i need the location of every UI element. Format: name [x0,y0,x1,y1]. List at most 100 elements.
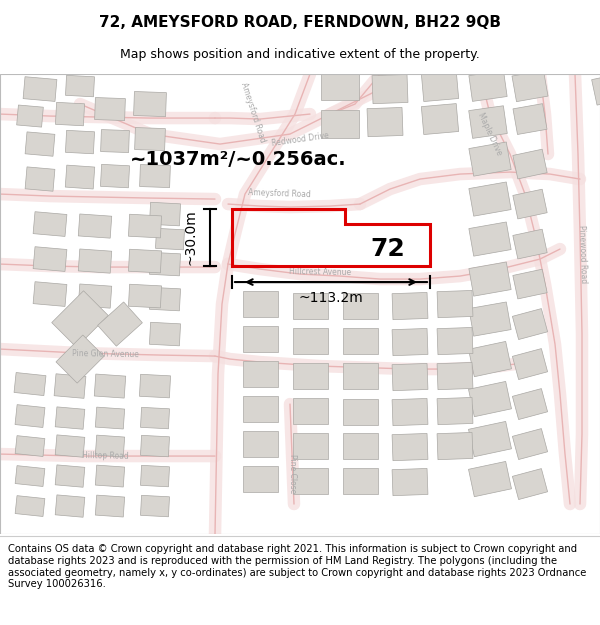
Polygon shape [513,104,547,134]
Polygon shape [140,164,170,188]
Polygon shape [55,102,85,126]
Text: 72: 72 [371,237,406,261]
Polygon shape [149,322,181,346]
Polygon shape [513,189,547,219]
Polygon shape [469,302,511,336]
Polygon shape [15,466,45,486]
Polygon shape [512,469,548,499]
Polygon shape [33,212,67,236]
Polygon shape [343,293,377,319]
Polygon shape [469,142,511,176]
Polygon shape [25,132,55,156]
Polygon shape [23,77,57,101]
Polygon shape [421,71,458,101]
Polygon shape [52,291,108,348]
Polygon shape [139,374,170,398]
Polygon shape [512,389,548,419]
Polygon shape [437,291,473,318]
Polygon shape [343,363,377,389]
Polygon shape [437,362,473,389]
Polygon shape [33,282,67,306]
Polygon shape [55,407,85,429]
Polygon shape [242,291,277,317]
Polygon shape [293,468,328,494]
Polygon shape [95,407,125,429]
Polygon shape [469,222,511,256]
Polygon shape [100,164,130,188]
Polygon shape [65,165,95,189]
Polygon shape [293,363,328,389]
Polygon shape [513,149,547,179]
Polygon shape [155,228,185,250]
Text: Pinewood Road: Pinewood Road [577,225,589,283]
Polygon shape [469,71,507,101]
Text: Ameysford Road: Ameysford Road [239,81,267,143]
Polygon shape [512,429,548,459]
Polygon shape [128,249,161,273]
Polygon shape [392,434,428,461]
Polygon shape [140,408,170,429]
Polygon shape [293,433,328,459]
Polygon shape [513,229,547,259]
Text: ~30.0m: ~30.0m [183,210,197,266]
Polygon shape [372,74,408,104]
Polygon shape [293,398,328,424]
Text: Hillcrest Avenue: Hillcrest Avenue [289,267,351,277]
Polygon shape [56,335,104,383]
Polygon shape [242,431,277,457]
Polygon shape [242,396,277,422]
Text: Hilltop Road: Hilltop Road [82,451,128,461]
Polygon shape [55,495,85,518]
Polygon shape [321,72,359,100]
Text: Redwood Drive: Redwood Drive [271,131,329,148]
Polygon shape [469,421,511,457]
Polygon shape [25,167,55,191]
Polygon shape [95,98,125,121]
Polygon shape [78,284,112,308]
Polygon shape [15,436,45,456]
Polygon shape [392,329,428,356]
Polygon shape [513,269,547,299]
Polygon shape [95,435,125,457]
Polygon shape [469,381,511,417]
Polygon shape [78,214,112,238]
Polygon shape [512,349,548,379]
Polygon shape [392,292,428,319]
Polygon shape [149,202,181,226]
Polygon shape [421,104,458,134]
Polygon shape [469,341,511,377]
Polygon shape [15,496,45,516]
Polygon shape [134,91,166,117]
Text: Map shows position and indicative extent of the property.: Map shows position and indicative extent… [120,48,480,61]
Polygon shape [469,262,511,296]
Polygon shape [343,328,377,354]
Polygon shape [469,461,511,497]
Polygon shape [95,495,125,517]
Polygon shape [33,247,67,271]
Polygon shape [140,436,170,457]
Polygon shape [14,372,46,396]
Polygon shape [242,326,277,352]
Text: ~1037m²/~0.256ac.: ~1037m²/~0.256ac. [130,149,347,169]
Polygon shape [128,284,161,308]
Polygon shape [469,182,511,216]
Polygon shape [134,127,166,151]
Polygon shape [54,374,86,398]
Polygon shape [149,253,181,276]
Polygon shape [149,288,181,311]
Polygon shape [592,73,600,105]
Polygon shape [55,465,85,488]
Polygon shape [78,249,112,273]
Polygon shape [140,466,170,487]
Polygon shape [140,496,170,517]
Polygon shape [101,129,130,152]
Polygon shape [65,131,95,154]
Text: Pine Glen Avenue: Pine Glen Avenue [71,349,139,359]
Text: Ameysford Road: Ameysford Road [248,189,311,199]
Text: ~113.2m: ~113.2m [299,291,364,305]
Polygon shape [392,364,428,391]
Polygon shape [55,435,85,457]
Polygon shape [512,71,548,102]
Polygon shape [321,110,359,138]
Polygon shape [512,309,548,339]
